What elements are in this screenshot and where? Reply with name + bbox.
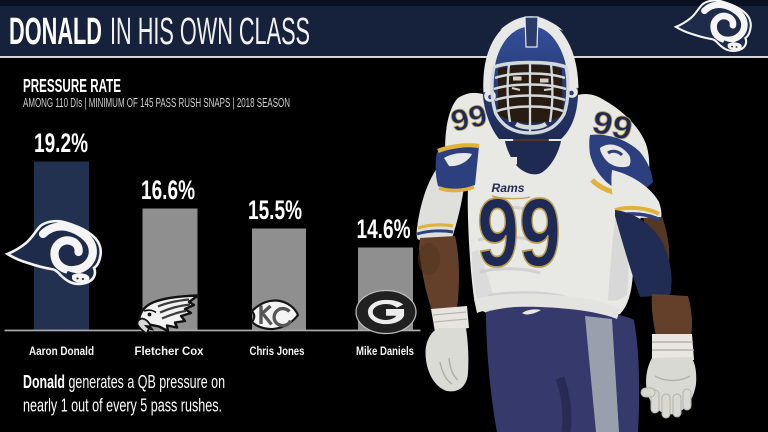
svg-text:19.2%: 19.2%: [34, 128, 88, 158]
svg-text:nearly 1 out of every 5 pass r: nearly 1 out of every 5 pass rushes.: [23, 395, 222, 416]
svg-text:IN HIS OWN CLASS: IN HIS OWN CLASS: [110, 11, 310, 53]
svg-text:99: 99: [477, 178, 561, 287]
svg-text:DONALD: DONALD: [9, 11, 102, 53]
svg-text:99: 99: [448, 99, 490, 139]
svg-text:AMONG 110 DIs | MINIMUM OF 145: AMONG 110 DIs | MINIMUM OF 145 PASS RUSH…: [23, 95, 290, 110]
svg-text:Aaron Donald: Aaron Donald: [29, 344, 94, 358]
svg-text:Mike Daniels: Mike Daniels: [356, 344, 414, 358]
svg-text:15.5%: 15.5%: [248, 195, 302, 225]
svg-text:16.6%: 16.6%: [141, 175, 195, 205]
svg-text:Rams: Rams: [492, 181, 525, 195]
svg-text:Chris Jones: Chris Jones: [250, 344, 305, 358]
svg-text:Fletcher Cox: Fletcher Cox: [135, 344, 204, 358]
svg-text:PRESSURE RATE: PRESSURE RATE: [23, 75, 121, 96]
svg-text:14.6%: 14.6%: [357, 214, 411, 244]
